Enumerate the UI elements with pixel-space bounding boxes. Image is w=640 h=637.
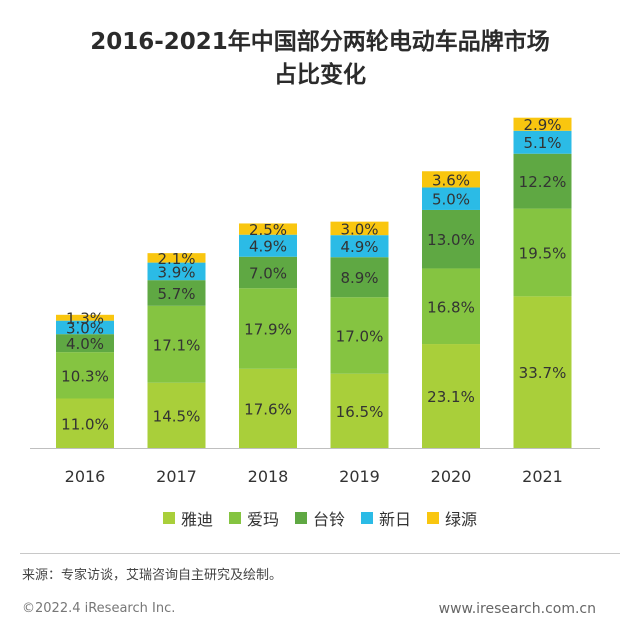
legend-label: 新日 [379,510,412,529]
bar-segment [513,208,572,297]
bar-segment [56,334,114,353]
bar-segment [422,209,480,269]
data-label: 4.9% [249,238,287,256]
bar-segment [147,280,206,306]
bar-segment [422,268,480,345]
x-tick-label: 2019 [339,467,380,486]
data-label: 4.9% [340,238,378,256]
data-label: 7.0% [249,265,287,283]
data-label: 17.1% [153,336,201,354]
data-label: 16.5% [336,403,384,421]
bar-segment [56,320,114,335]
legend-item: 爱玛 [228,506,279,530]
data-label: 17.0% [336,328,384,346]
bar-segment [239,288,297,369]
data-label: 3.0% [66,319,104,337]
chart-title-line-2: 占比变化 [274,62,366,88]
chart-title: 2016-2021年中国部分两轮电动车品牌市场 占比变化 [0,26,640,92]
data-label: 17.9% [244,321,292,339]
bar-segment [147,262,206,281]
bar-segment [330,257,389,298]
data-label: 17.6% [244,400,292,418]
data-label: 1.3% [66,310,104,328]
data-label: 23.1% [427,388,475,406]
legend-label: 台铃 [312,510,345,529]
data-label: 3.6% [432,171,470,189]
data-label: 33.7% [519,364,567,382]
bar-segment [330,235,389,258]
legend-swatch [162,512,175,524]
legend-label: 爱玛 [246,510,279,529]
legend-swatch [427,512,440,524]
x-tick-label: 2020 [431,467,472,486]
legend-label: 绿源 [445,510,478,529]
legend-label: 雅迪 [180,510,213,529]
legend-item: 雅迪 [162,506,213,530]
bar-segment [239,234,297,257]
copyright: ©2022.4 iResearch Inc. [22,601,176,616]
legend-swatch [294,512,307,524]
bar-segment [422,344,480,448]
x-tick-label: 2017 [156,467,197,486]
bar-segment [147,305,206,383]
data-label: 11.0% [61,415,109,433]
bar-segment [239,223,297,235]
stacked-bar-chart: 11.0%10.3%4.0%3.0%1.3%201614.5%17.1%5.7%… [30,116,600,486]
bar-segment [330,297,389,374]
bar-segment [422,187,480,210]
bar-segment [239,256,297,289]
data-label: 2.5% [249,221,287,239]
x-tick-label: 2021 [522,467,563,486]
legend-item: 台铃 [294,506,345,530]
bar-segment [513,117,572,131]
data-label: 16.8% [427,298,475,316]
website-link[interactable]: www.iresearch.com.cn [438,601,596,617]
bar-segment [330,373,389,448]
data-label: 3.0% [340,220,378,238]
bar-segment [513,296,572,448]
bar-segment [56,352,114,399]
bar-segment [422,171,480,188]
data-label: 13.0% [427,231,475,249]
chart-legend: 雅迪 爱玛 台铃 新日 绿源 [150,506,490,530]
bar-segment [147,253,206,263]
bar-segment [56,314,114,321]
data-label: 5.0% [432,191,470,209]
bar-segment [330,221,389,236]
chart-title-line-1: 2016-2021年中国部分两轮电动车品牌市场 [90,29,550,55]
bar-segment [147,382,206,448]
x-tick-label: 2016 [65,467,106,486]
data-label: 10.3% [61,367,109,385]
data-label: 14.5% [153,407,201,425]
data-label: 2.1% [157,250,195,268]
legend-swatch [228,512,241,524]
bar-segment [513,130,572,154]
footer-divider [20,553,620,554]
legend-item: 绿源 [427,506,477,530]
source-note: 来源：专家访谈，艾瑞咨询自主研究及绘制。 [22,568,283,583]
data-label: 8.9% [340,269,378,287]
data-label: 12.2% [519,173,567,191]
legend-item: 新日 [361,506,411,530]
x-tick-label: 2018 [248,467,289,486]
data-label: 2.9% [523,116,561,134]
data-label: 19.5% [519,244,567,262]
legend-swatch [361,512,373,524]
data-label: 4.0% [66,335,104,353]
bar-segment [513,153,572,209]
data-label: 5.7% [157,285,195,303]
data-label: 3.9% [157,263,195,281]
bar-segment [56,398,114,448]
data-label: 5.1% [523,134,561,152]
bar-segment [239,368,297,448]
